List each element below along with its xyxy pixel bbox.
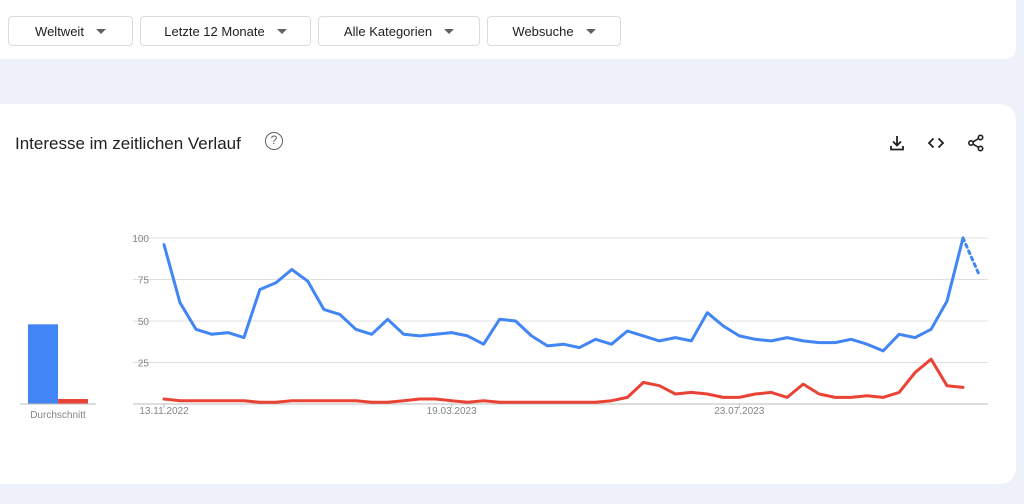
trend-chart: 100 75 50 25 13.11.2022 19.03.2023 23.07.2023 D… [20,234,988,421]
y-tick-label: 75 [138,276,150,287]
y-tick-label: 25 [138,359,150,370]
series-line-1 [162,236,965,353]
chevron-down-icon [444,28,455,34]
y-tick-label: 50 [138,317,150,328]
y-tick-label: 100 [132,234,149,245]
filter-search-type[interactable]: Websuche [487,16,621,46]
series-line-1-partial [961,236,981,276]
filter-bar: Weltweit Letzte 12 Monate Alle Kategorie… [0,0,1016,59]
average-bar-2 [58,399,88,404]
average-label: Durchschnitt [30,410,86,421]
share-icon[interactable] [967,134,985,152]
filter-search-type-label: Websuche [512,23,574,39]
embed-icon[interactable] [927,134,945,152]
filter-category[interactable]: Alle Kategorien [318,16,480,46]
interest-over-time-card: Interesse im zeitlichen Verlauf ? 100 75 5… [0,104,1016,484]
average-bar-1 [28,324,58,404]
download-icon[interactable] [888,134,906,152]
series-line-2 [162,357,965,404]
filter-timerange[interactable]: Letzte 12 Monate [140,16,311,46]
x-tick-label: 23.07.2023 [714,406,764,417]
x-tick-label: 13.11.2022 [139,406,189,417]
filter-timerange-label: Letzte 12 Monate [164,23,265,39]
chevron-down-icon [276,28,287,34]
card-title: Interesse im zeitlichen Verlauf [15,134,241,153]
filter-category-label: Alle Kategorien [343,23,433,39]
filter-region-label: Weltweit [35,23,84,39]
chevron-down-icon [95,28,106,34]
chevron-down-icon [585,28,596,34]
x-tick-label: 19.03.2023 [427,406,477,417]
help-icon[interactable]: ? [265,132,283,150]
filter-region[interactable]: Weltweit [8,16,133,46]
